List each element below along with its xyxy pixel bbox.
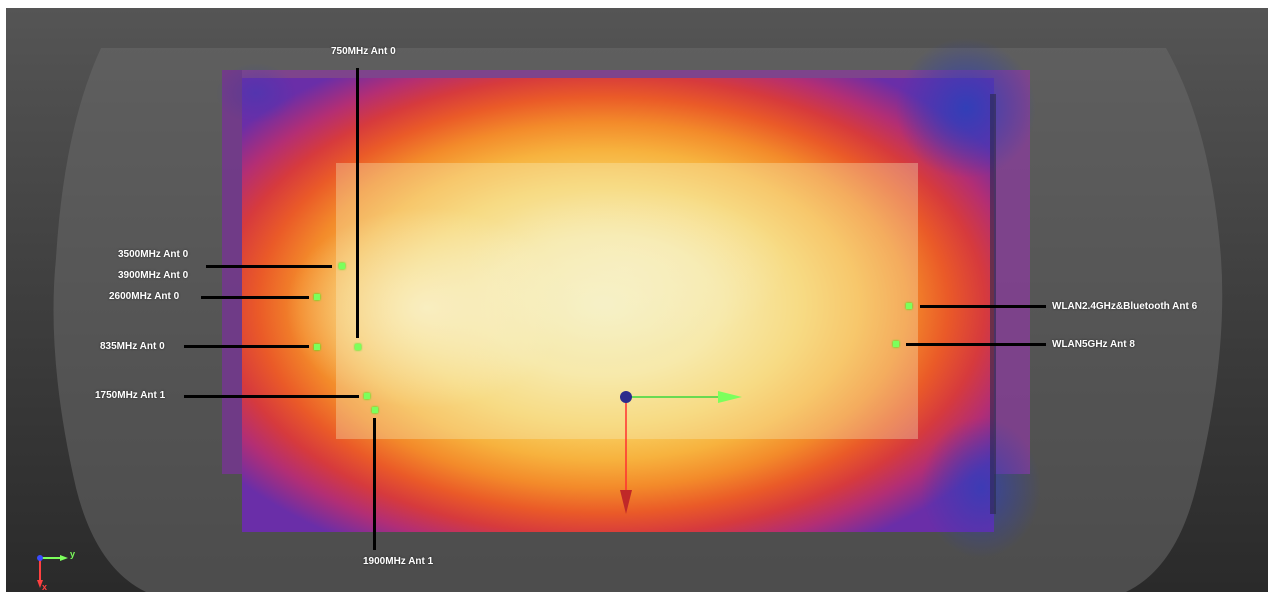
leader-wlan5 [906, 343, 1046, 346]
label-3500: 3500MHz Ant 0 [118, 249, 189, 260]
label-1750: 1750MHz Ant 1 [95, 390, 166, 401]
marker-1750[interactable] [364, 393, 370, 399]
origin-axis-x-arrow [620, 490, 632, 514]
label-3900: 3900MHz Ant 0 [118, 270, 189, 281]
3d-viewport[interactable]: 750MHz Ant 0 3500MHz Ant 0 3900MHz Ant 0… [6, 8, 1268, 592]
label-835: 835MHz Ant 0 [100, 341, 165, 352]
marker-835[interactable] [314, 344, 320, 350]
marker-wlan24[interactable] [906, 303, 912, 309]
marker-3500[interactable] [339, 263, 345, 269]
label-wlan5: WLAN5GHz Ant 8 [1052, 339, 1135, 350]
leader-2600 [201, 296, 309, 299]
label-2600: 2600MHz Ant 0 [109, 291, 180, 302]
marker-2600[interactable] [314, 294, 320, 300]
orientation-triad: y x [34, 546, 84, 592]
heatmap-scene [53, 38, 1223, 592]
label-750: 750MHz Ant 0 [331, 46, 396, 57]
leader-3500 [206, 265, 332, 268]
leader-835 [184, 345, 309, 348]
triad-x-label: x [42, 582, 48, 592]
label-1900: 1900MHz Ant 1 [363, 556, 434, 567]
origin-point [620, 391, 632, 403]
marker-750[interactable] [355, 344, 361, 350]
leader-1900 [373, 418, 376, 550]
leader-1750 [184, 395, 359, 398]
label-wlan24: WLAN2.4GHz&Bluetooth Ant 6 [1052, 301, 1198, 312]
triad-y-label: y [70, 549, 76, 559]
origin-axis-y-arrow [718, 391, 742, 403]
leader-750 [356, 68, 359, 338]
leader-wlan24 [920, 305, 1046, 308]
marker-1900[interactable] [372, 407, 378, 413]
marker-wlan5[interactable] [893, 341, 899, 347]
